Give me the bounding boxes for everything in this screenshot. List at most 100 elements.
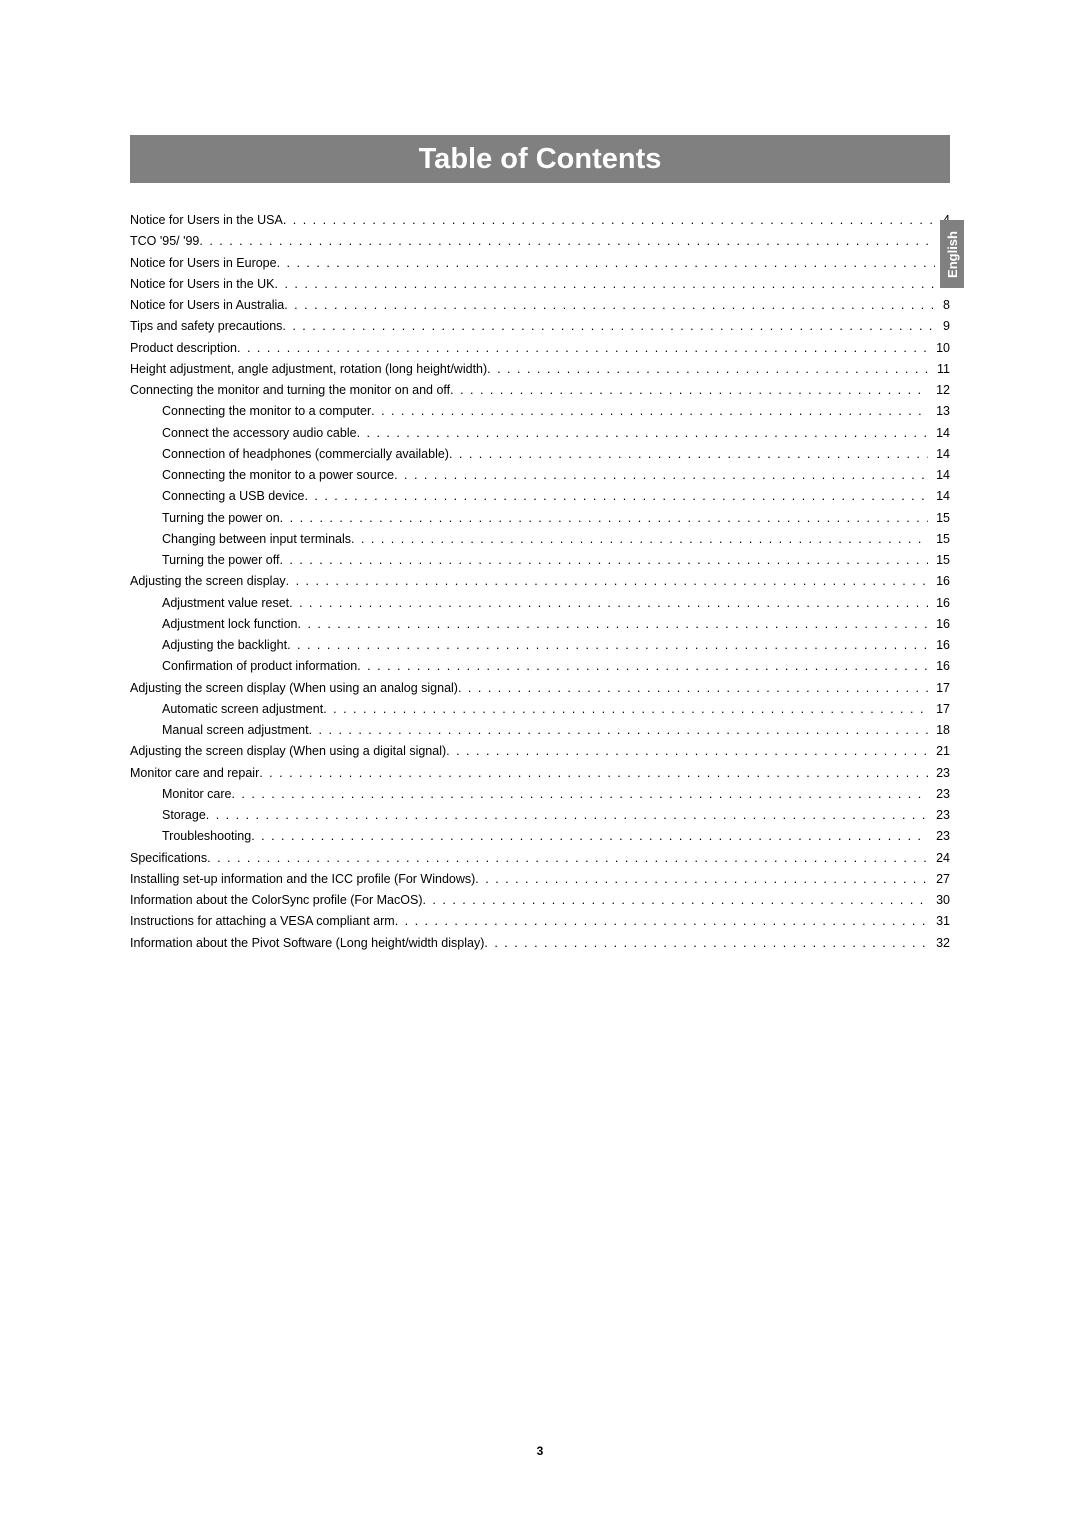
toc-entry-page: 15 bbox=[928, 509, 950, 528]
toc-entry-label: Adjusting the screen display bbox=[130, 572, 286, 591]
toc-dots bbox=[395, 912, 928, 931]
toc-entry: Turning the power off15 bbox=[130, 551, 950, 570]
toc-entry: Connecting the monitor to a computer13 bbox=[130, 402, 950, 421]
toc-dots bbox=[289, 594, 928, 613]
toc-entry-label: Connecting the monitor to a computer bbox=[162, 402, 371, 421]
toc-dots bbox=[357, 424, 929, 443]
toc-entry: Connecting a USB device14 bbox=[130, 487, 950, 506]
toc-entry: Changing between input terminals15 bbox=[130, 530, 950, 549]
toc-entry-label: Storage bbox=[162, 806, 206, 825]
toc-dots bbox=[284, 296, 935, 315]
toc-dots bbox=[487, 360, 929, 379]
toc-entry-page: 16 bbox=[928, 636, 950, 655]
toc-entry: Adjustment lock function 16 bbox=[130, 615, 950, 634]
toc-dots bbox=[259, 764, 928, 783]
toc-entry-page: 14 bbox=[928, 466, 950, 485]
toc-entry: Adjustment value reset 16 bbox=[130, 594, 950, 613]
toc-entry: Confirmation of product information 16 bbox=[130, 657, 950, 676]
toc-entry-page: 8 bbox=[935, 296, 950, 315]
toc-entry-label: Installing set-up information and the IC… bbox=[130, 870, 475, 889]
toc-dots bbox=[286, 572, 928, 591]
toc-dots bbox=[207, 849, 928, 868]
toc-entry-label: Information about the Pivot Software (Lo… bbox=[130, 934, 484, 953]
toc-entry-page: 12 bbox=[928, 381, 950, 400]
toc-entry-label: Connecting the monitor and turning the m… bbox=[130, 381, 450, 400]
toc-entry-page: 16 bbox=[928, 657, 950, 676]
toc-dots bbox=[275, 275, 936, 294]
toc-entry-label: Product description bbox=[130, 339, 237, 358]
toc-entry-label: Tips and safety precautions bbox=[130, 317, 282, 336]
toc-dots bbox=[277, 254, 935, 273]
toc-entry-label: Adjustment value reset bbox=[162, 594, 289, 613]
toc-entry-label: Connecting a USB device bbox=[162, 487, 304, 506]
toc-entry: Connect the accessory audio cable14 bbox=[130, 424, 950, 443]
toc-entry: Storage 23 bbox=[130, 806, 950, 825]
toc-entry-label: Connection of headphones (commercially a… bbox=[162, 445, 449, 464]
toc-entry-page: 16 bbox=[928, 594, 950, 613]
toc-dots bbox=[449, 445, 928, 464]
page-container: Table of Contents Notice for Users in th… bbox=[0, 0, 1080, 1035]
toc-dots bbox=[237, 339, 928, 358]
toc-entry-label: Notice for Users in the USA bbox=[130, 211, 283, 230]
toc-entry: Manual screen adjustment18 bbox=[130, 721, 950, 740]
toc-entry-page: 17 bbox=[928, 700, 950, 719]
toc-entry: Information about the Pivot Software (Lo… bbox=[130, 934, 950, 953]
toc-entry: Automatic screen adjustment 17 bbox=[130, 700, 950, 719]
toc-entry-label: TCO '95/ '99 bbox=[130, 232, 199, 251]
toc-dots bbox=[251, 827, 928, 846]
language-tab-text: English bbox=[945, 231, 960, 278]
toc-entry-page: 21 bbox=[928, 742, 950, 761]
toc-dots bbox=[450, 381, 928, 400]
toc-entry-label: Height adjustment, angle adjustment, rot… bbox=[130, 360, 487, 379]
toc-entry-page: 24 bbox=[928, 849, 950, 868]
toc-dots bbox=[371, 402, 928, 421]
toc-entry-page: 30 bbox=[928, 891, 950, 910]
toc-entry: Adjusting the screen display (When using… bbox=[130, 742, 950, 761]
toc-dots bbox=[351, 530, 928, 549]
toc-entry: Adjusting the screen display (When using… bbox=[130, 679, 950, 698]
toc-entry: Adjusting the backlight 16 bbox=[130, 636, 950, 655]
toc-entry-label: Information about the ColorSync profile … bbox=[130, 891, 422, 910]
toc-entry: Adjusting the screen display16 bbox=[130, 572, 950, 591]
toc-entry-label: Notice for Users in the UK bbox=[130, 275, 275, 294]
toc-entry-label: Monitor care bbox=[162, 785, 231, 804]
toc-entry-label: Automatic screen adjustment bbox=[162, 700, 323, 719]
toc-dots bbox=[282, 317, 935, 336]
toc-dots bbox=[279, 551, 928, 570]
toc-entry-page: 23 bbox=[928, 764, 950, 783]
toc-entry-label: Adjustment lock function bbox=[162, 615, 298, 634]
toc-entry: Troubleshooting23 bbox=[130, 827, 950, 846]
toc-entry-page: 9 bbox=[935, 317, 950, 336]
toc-entry: Information about the ColorSync profile … bbox=[130, 891, 950, 910]
toc-entry: Tips and safety precautions 9 bbox=[130, 317, 950, 336]
toc-entry: Connecting the monitor to a power source… bbox=[130, 466, 950, 485]
toc-entry: Height adjustment, angle adjustment, rot… bbox=[130, 360, 950, 379]
toc-entry-label: Adjusting the backlight bbox=[162, 636, 287, 655]
toc-entry: Turning the power on15 bbox=[130, 509, 950, 528]
toc-entry: Specifications 24 bbox=[130, 849, 950, 868]
toc-entry-label: Confirmation of product information bbox=[162, 657, 357, 676]
toc-entry-label: Adjusting the screen display (When using… bbox=[130, 679, 458, 698]
toc-dots bbox=[475, 870, 928, 889]
title-text: Table of Contents bbox=[419, 143, 662, 176]
toc-dots bbox=[298, 615, 929, 634]
page-number: 3 bbox=[537, 1444, 544, 1458]
toc-entry-label: Manual screen adjustment bbox=[162, 721, 309, 740]
toc-entry-page: 23 bbox=[928, 785, 950, 804]
toc-entry: Notice for Users in Europe7 bbox=[130, 254, 950, 273]
toc-dots bbox=[357, 657, 928, 676]
toc-entry-page: 31 bbox=[928, 912, 950, 931]
toc-dots bbox=[206, 806, 928, 825]
toc-entry: Connecting the monitor and turning the m… bbox=[130, 381, 950, 400]
toc-entry-page: 23 bbox=[928, 806, 950, 825]
toc-entry-page: 16 bbox=[928, 615, 950, 634]
toc-entry-page: 17 bbox=[928, 679, 950, 698]
toc-entry-label: Specifications bbox=[130, 849, 207, 868]
toc-entry: Notice for Users in the USA4 bbox=[130, 211, 950, 230]
toc-dots bbox=[422, 891, 928, 910]
toc-entry: Notice for Users in Australia8 bbox=[130, 296, 950, 315]
toc-dots bbox=[304, 487, 928, 506]
toc-entry-label: Troubleshooting bbox=[162, 827, 251, 846]
toc-entry-label: Adjusting the screen display (When using… bbox=[130, 742, 446, 761]
toc-entry-label: Notice for Users in Europe bbox=[130, 254, 277, 273]
